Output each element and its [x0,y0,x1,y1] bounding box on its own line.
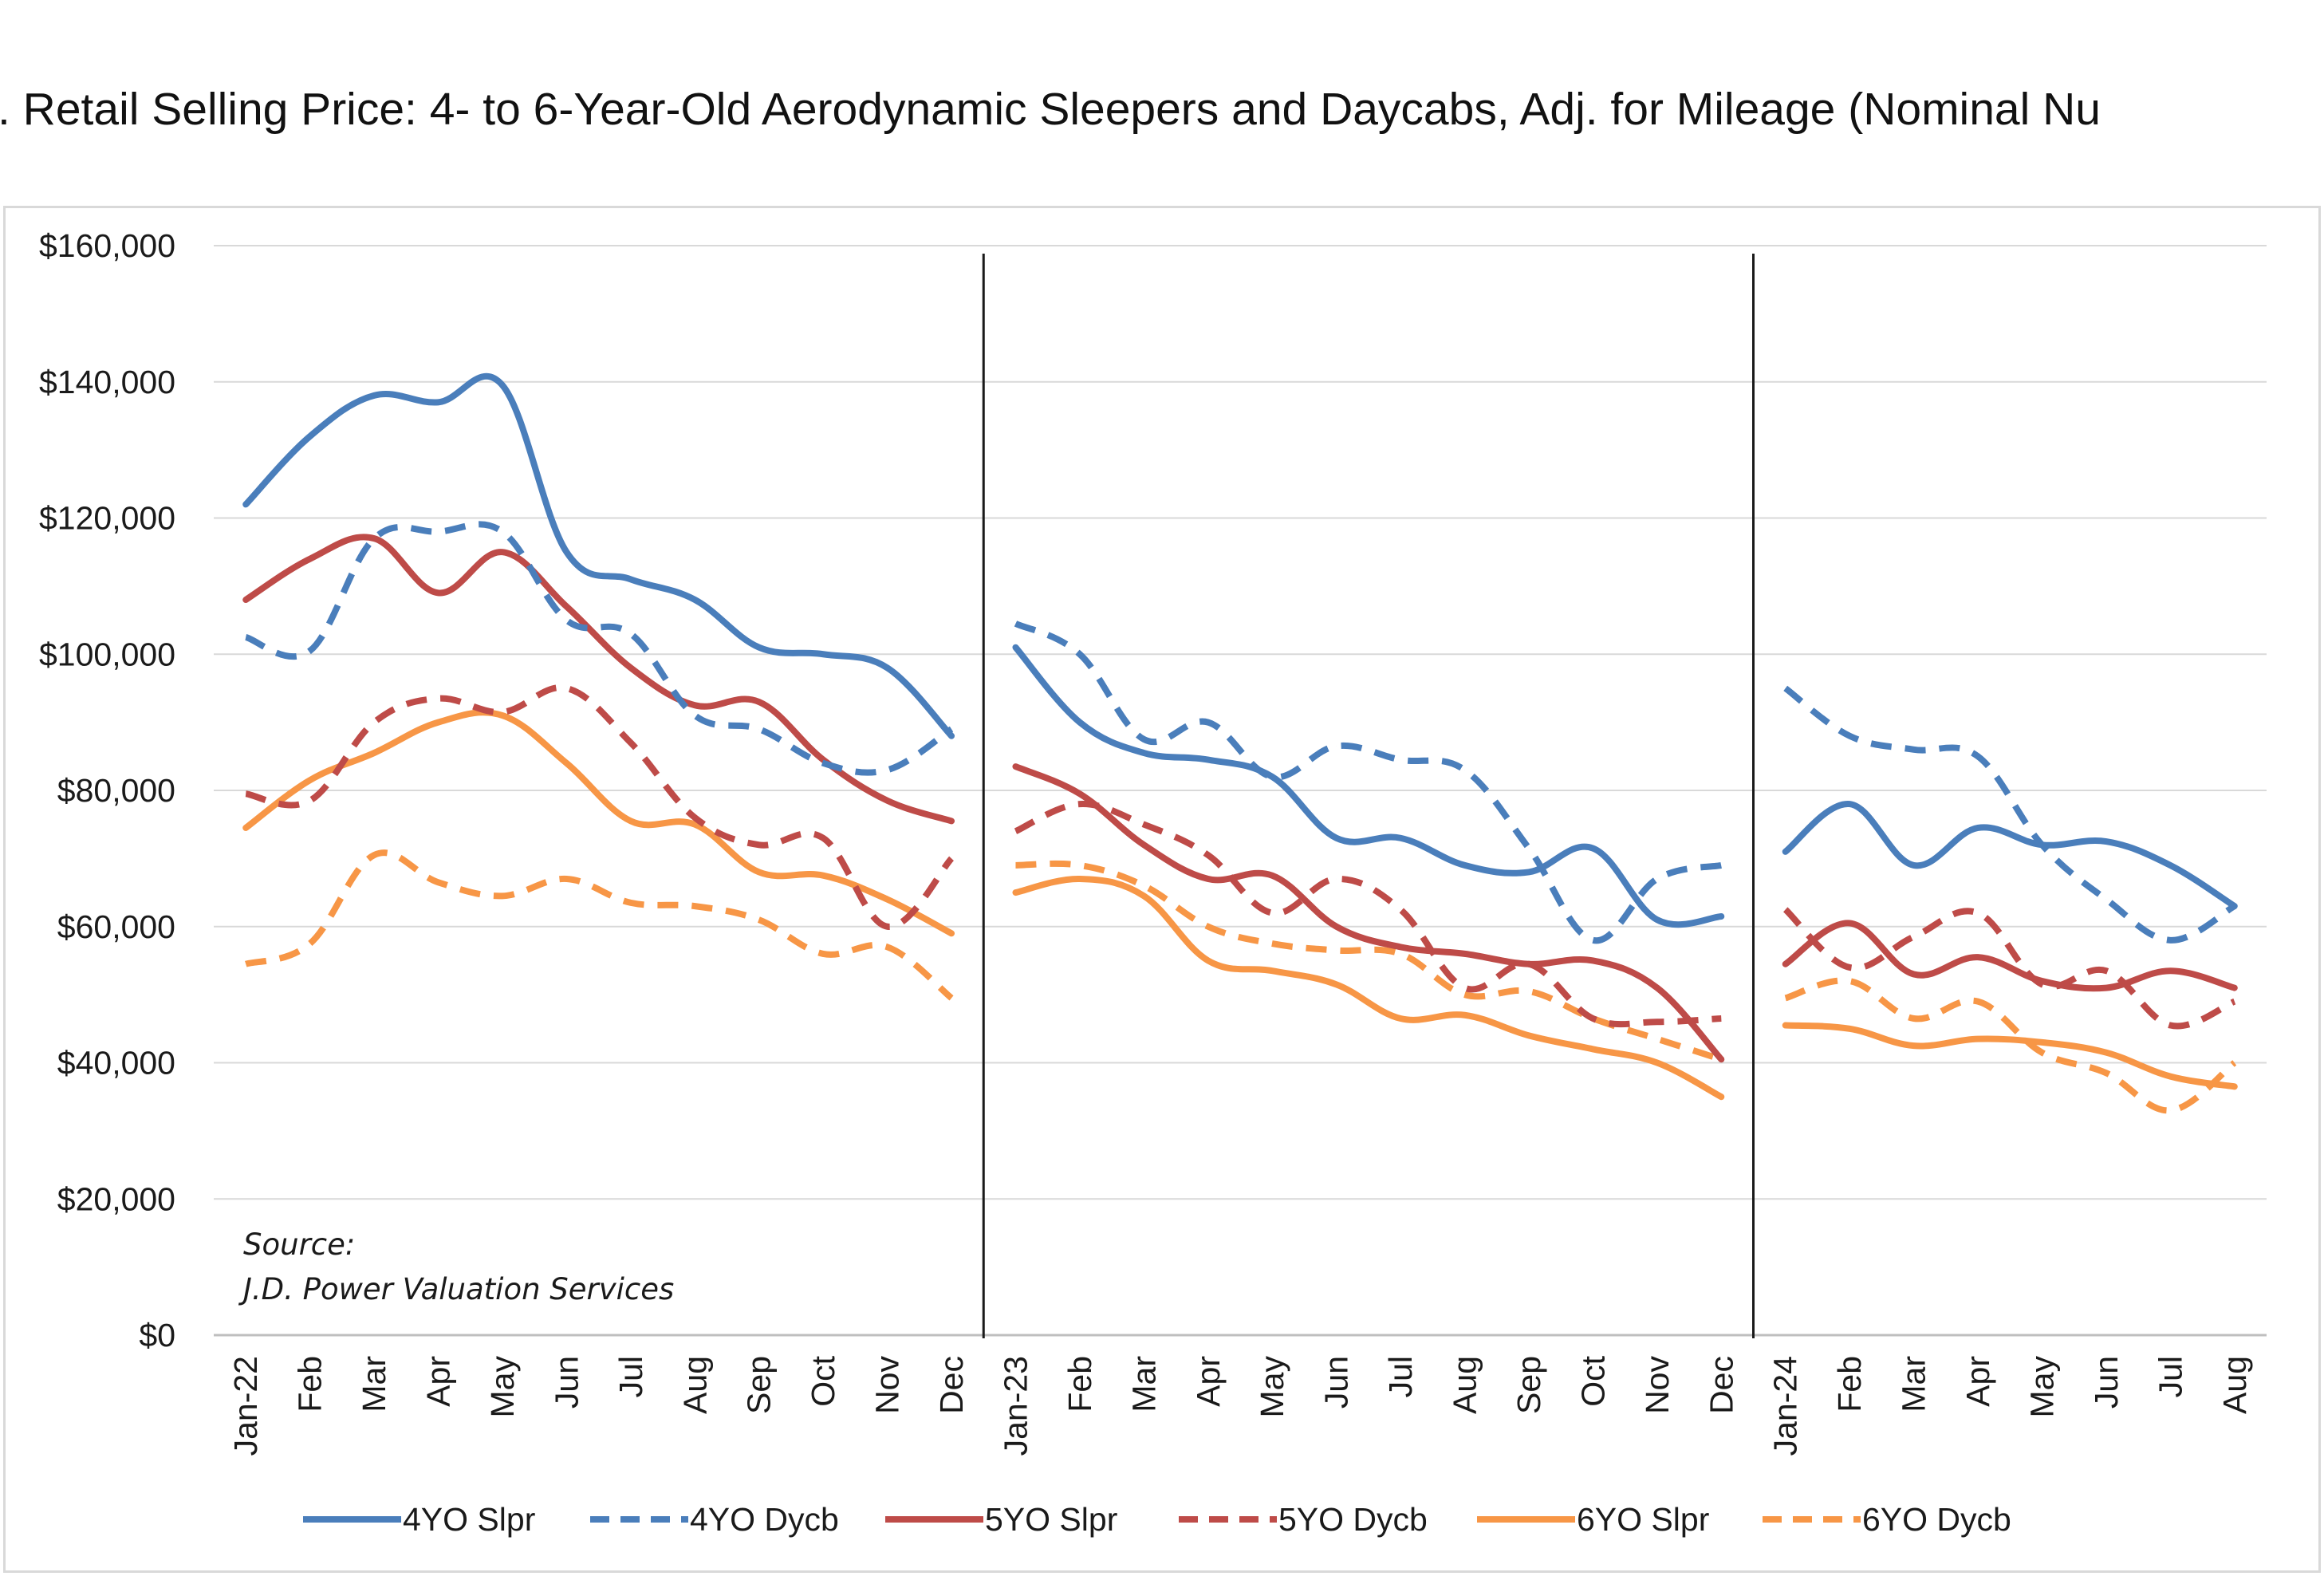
series-line [1782,907,2236,1030]
series-line [1783,685,2236,944]
series-line [1012,875,1725,1101]
x-tick-label: Nov [869,1356,906,1414]
x-tick-label: Nov [1639,1356,1676,1414]
series-lines [242,372,2238,1114]
legend-label: 4YO Slpr [403,1501,535,1538]
y-tick-label: $100,000 [39,636,175,672]
series-5yo-dycb [245,684,2236,1030]
series-4yo-dycb [244,521,2236,944]
x-tick-label: May [1254,1356,1290,1418]
x-tick-label: Apr [1960,1356,1996,1407]
x-tick-label: Apr [420,1356,457,1407]
y-tick-label: $160,000 [39,227,175,264]
x-tick-label: Aug [1447,1356,1483,1414]
y-tick-label: $40,000 [57,1045,175,1082]
x-tick-label: Jun [1318,1356,1355,1409]
series-4yo-slpr [242,372,2238,928]
legend-item: 5YO Dycb [1179,1501,1428,1538]
series-line [1782,1022,2238,1090]
x-tick-label: Jul [2152,1356,2188,1397]
chart-area [3,206,2321,1573]
y-tick-label: $60,000 [57,908,175,945]
y-tick-label: $80,000 [57,772,175,809]
x-tick-label: Sep [1511,1356,1547,1414]
x-tick-label: Jan-24 [1767,1356,1804,1456]
legend-item: 6YO Dycb [1763,1501,2011,1538]
x-tick-label: Aug [2216,1356,2253,1414]
source-name: J.D. Power Valuation Services [238,1272,674,1306]
x-tick-label: Feb [1062,1356,1098,1412]
legend-label: 5YO Slpr [985,1501,1117,1538]
series-line [1012,644,1725,928]
x-tick-label: Oct [805,1355,841,1406]
series-6yo-dycb [245,849,2237,1114]
x-tick-label: Mar [356,1356,392,1412]
x-tick-label: Aug [676,1356,713,1414]
x-tick-label: Jun [548,1356,585,1409]
x-tick-label: Feb [292,1356,329,1412]
legend-label: 6YO Slpr [1577,1501,1709,1538]
chart-title: . Retail Selling Price: 4- to 6-Year-Old… [0,84,2101,135]
legend-label: 5YO Dycb [1278,1501,1428,1538]
x-tick-label: Oct [1574,1355,1611,1406]
legend-item: 5YO Slpr [885,1501,1117,1538]
y-tick-label: $0 [139,1317,175,1353]
x-tick-label: Jan-23 [997,1356,1034,1456]
x-tick-label: Feb [1831,1356,1868,1412]
x-tick-label: Jun [2088,1356,2125,1409]
series-line [244,521,954,776]
legend-item: 4YO Dycb [590,1501,839,1538]
series-line [1014,801,1722,1028]
year-separators [982,254,1755,1338]
source-note: Source: J.D. Power Valuation Services [238,1227,674,1306]
series-line [245,849,954,1001]
series-line [245,684,955,930]
x-tick-label: Dec [933,1356,970,1414]
series-line [1015,860,1723,1063]
x-tick-label: Mar [1125,1356,1162,1412]
x-tick-label: Mar [1896,1356,1932,1412]
series-line [1784,977,2237,1114]
legend-label: 4YO Dycb [690,1501,839,1538]
legend-item: 4YO Slpr [303,1501,535,1538]
y-tick-label: $120,000 [39,500,175,537]
series-line [1012,763,1725,1063]
x-tick-label: Sep [741,1356,778,1414]
y-tick-label: $20,000 [57,1180,175,1217]
series-line [1014,621,1723,944]
x-axis: Jan-22 Feb Mar Apr May Jun Jul Aug Sep Oct Nov Dec J… [227,1355,2253,1456]
x-tick-label: Jul [613,1356,649,1397]
series-line [242,372,955,739]
gridlines [214,245,2267,1337]
series-line [242,709,955,937]
legend-item: 6YO Slpr [1477,1501,1709,1538]
y-tick-label: $140,000 [39,364,175,400]
legend-label: 6YO Dycb [1862,1501,2011,1538]
series-6yo-slpr [242,709,2238,1101]
x-tick-label: Jul [1382,1356,1419,1397]
y-axis: $0 $20,000 $40,000 $60,000 $80,000 $100,000 $1… [39,227,175,1353]
x-tick-label: May [484,1356,521,1418]
x-tick-label: Jan-22 [227,1356,264,1456]
x-tick-label: May [2023,1356,2060,1418]
x-tick-label: Apr [1190,1356,1227,1407]
legend: 4YO Slpr 4YO Dycb 5YO Slpr 5YO Dycb 6YO Slpr… [303,1501,2011,1538]
series-5yo-slpr [242,534,2238,1063]
x-tick-label: Dec [1703,1356,1739,1414]
source-label: Source: [243,1227,355,1262]
series-line [1782,801,2238,910]
series-line [1782,920,2238,992]
